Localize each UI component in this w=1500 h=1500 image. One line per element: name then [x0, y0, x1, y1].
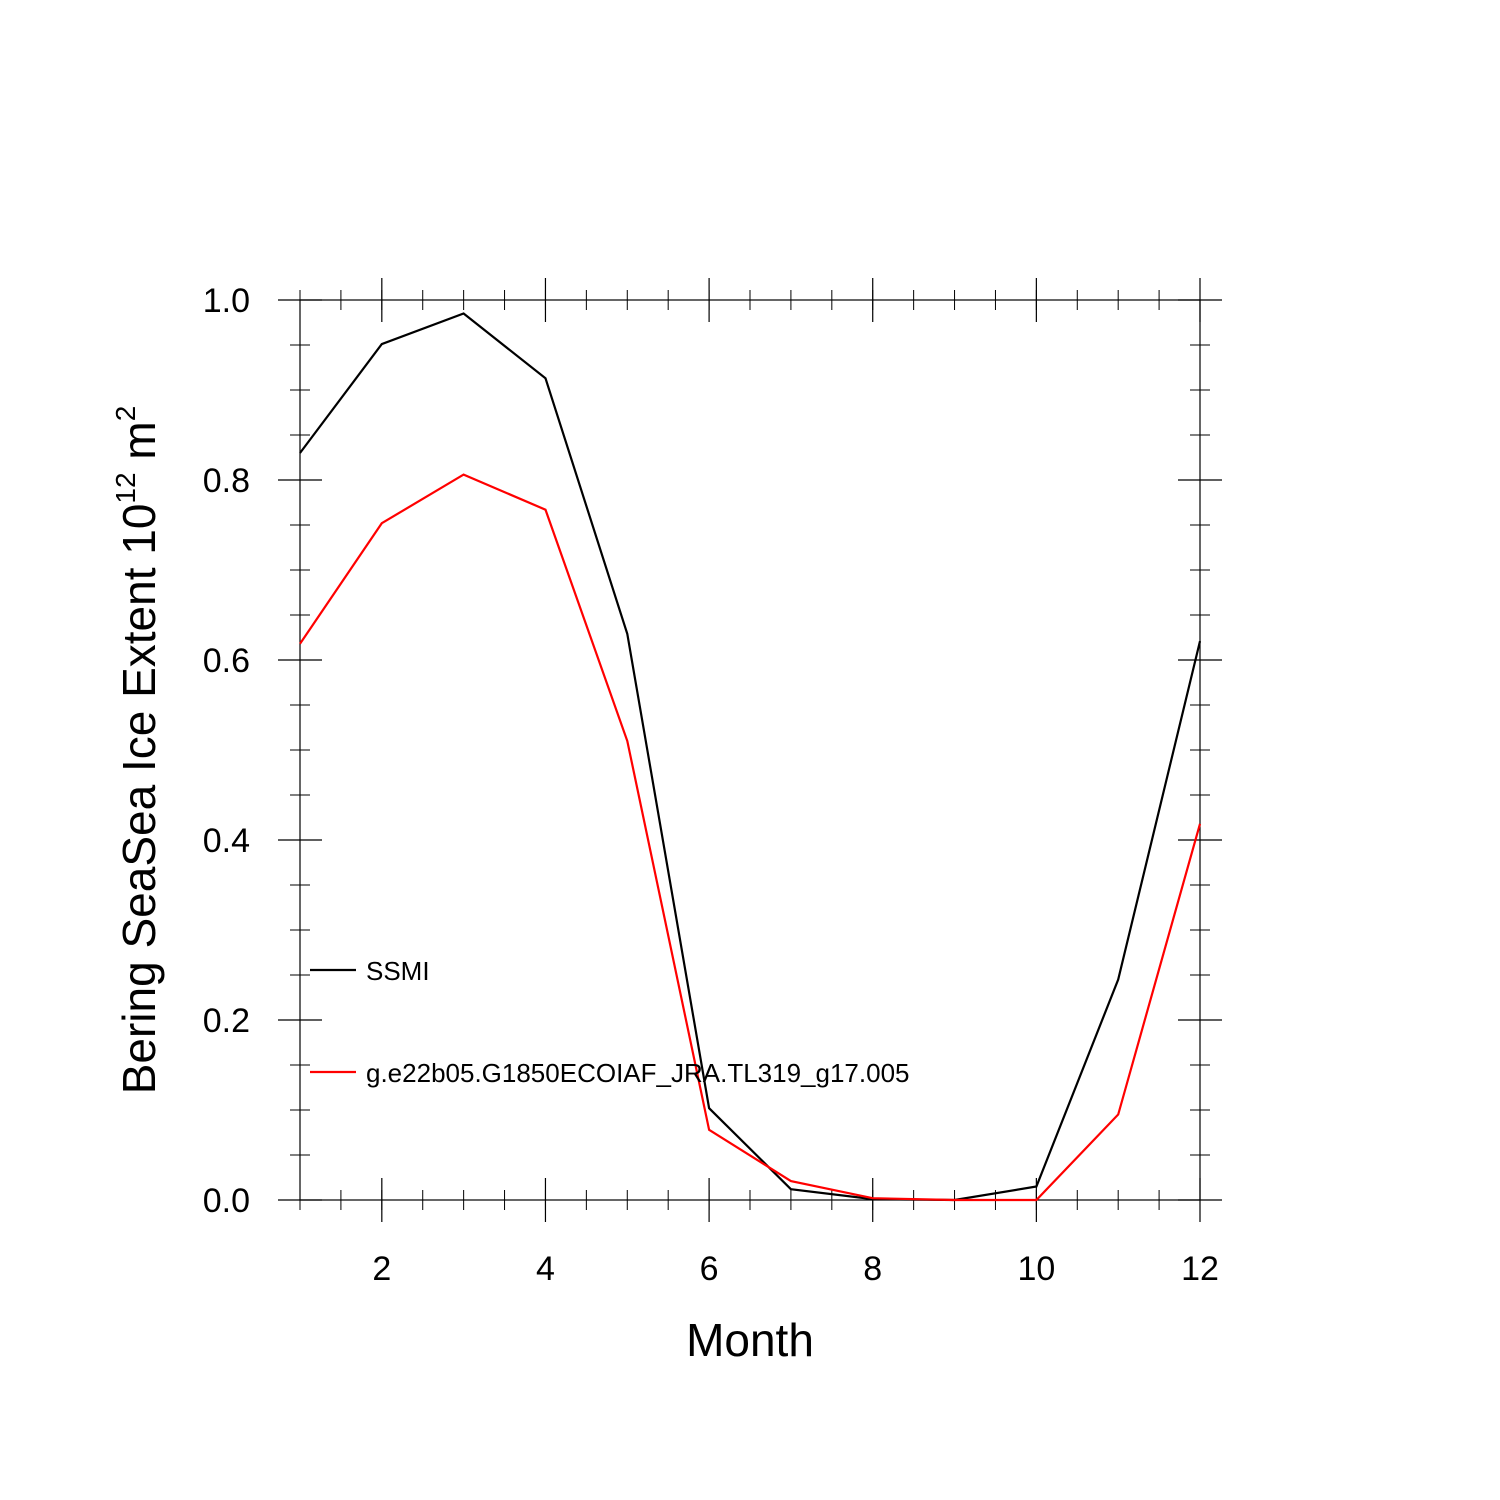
y-axis-title: Bering SeaSea Ice Extent 1012 m2 — [110, 406, 165, 1095]
x-tick-label: 2 — [372, 1250, 391, 1288]
y-tick-labels: 0.0 0.2 0.4 0.6 0.8 1.0 — [203, 282, 250, 1220]
y-tick-label: 0.6 — [203, 642, 250, 680]
x-tick-label: 10 — [1017, 1250, 1055, 1288]
y-tick-label: 0.2 — [203, 1002, 250, 1040]
legend-label: SSMI — [366, 956, 430, 986]
y-axis-title-unit: m — [113, 421, 165, 472]
series-line-g-e22b05-g1850ecoiaf-jra-tl319-g17-005 — [299, 473, 1202, 1202]
x-tick-label: 8 — [863, 1250, 882, 1288]
legend-label: g.e22b05.G1850ECOIAF_JRA.TL319_g17.005 — [366, 1058, 910, 1088]
y-axis-title-exponent: 12 — [110, 472, 141, 503]
major-ticks — [278, 278, 1222, 1222]
y-axis-title-text: Bering SeaSea Ice Extent 10 — [113, 504, 165, 1095]
series-line-ssmi — [299, 312, 1202, 1202]
series-lines — [299, 312, 1202, 1202]
y-tick-label: 0.8 — [203, 462, 250, 500]
x-tick-label: 4 — [536, 1250, 555, 1288]
y-tick-label: 0.4 — [203, 822, 250, 860]
x-axis-title: Month — [686, 1314, 814, 1366]
x-tick-labels: 2 4 6 8 10 12 — [372, 1250, 1219, 1288]
y-tick-label: 1.0 — [203, 282, 250, 320]
x-tick-label: 12 — [1181, 1250, 1219, 1288]
x-tick-label: 6 — [700, 1250, 719, 1288]
y-tick-label: 0.0 — [203, 1182, 250, 1220]
y-axis-title-unit-exponent: 2 — [110, 406, 141, 422]
legend: SSMI g.e22b05.G1850ECOIAF_JRA.TL319_g17.0… — [310, 956, 910, 1088]
